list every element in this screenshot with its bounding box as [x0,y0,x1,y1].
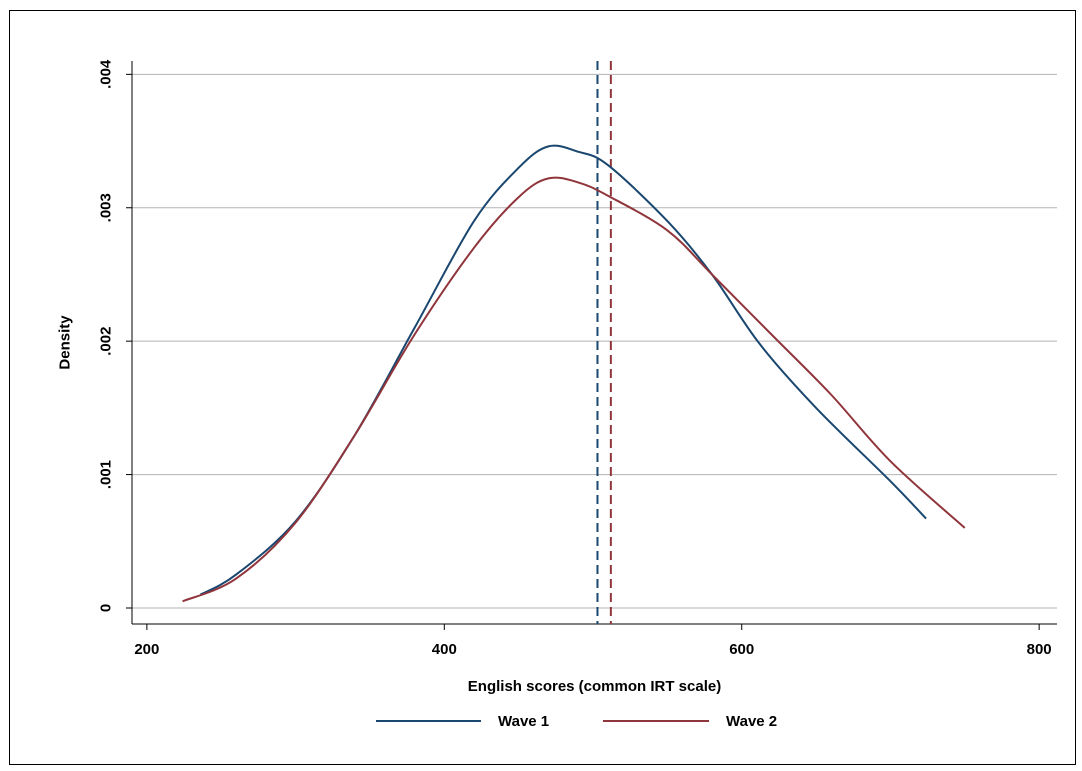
x-tick-label: 200 [134,641,159,658]
y-tick-label: .003 [98,193,115,222]
series-line [182,176,966,603]
axes [131,61,1057,625]
y-tick-label: .002 [98,327,115,356]
y-tick-label: 0 [98,604,115,612]
y-tick-label: .001 [98,460,115,489]
legend-label-wave-2: Wave 2 [726,713,777,730]
chart-frame: 0 .001 .002 .003 .004 200 400 600 800 English sc… [9,10,1076,765]
legend-label-wave-1: Wave 1 [498,713,549,730]
x-axis-title: English scores (common IRT scale) [468,678,721,695]
x-tick-label: 400 [432,641,457,658]
y-tick-label: .004 [98,59,115,89]
density-chart: 0 .001 .002 .003 .004 200 400 600 800 English sc… [57,59,1057,730]
series-line [199,144,927,596]
x-tick-label: 600 [729,641,754,658]
x-tick-label: 800 [1027,641,1052,658]
mean-lines [596,61,612,624]
legend: Wave 1 Wave 2 [376,713,777,730]
y-axis-title: Density [57,315,74,370]
gridlines [132,73,1057,609]
ticks: 0 .001 .002 .003 .004 200 400 600 800 [98,59,1052,658]
series-lines [182,144,966,603]
